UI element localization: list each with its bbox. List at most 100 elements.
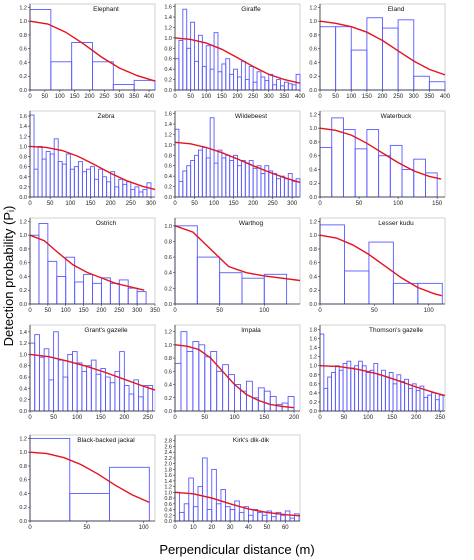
y-tick-label: 1.8	[164, 467, 172, 473]
x-tick-label: 100	[346, 94, 357, 100]
x-tick-label: 20	[208, 525, 215, 531]
y-tick-label: 1.2	[164, 25, 172, 31]
y-tick-label: 0.0	[19, 519, 27, 525]
chart-title: Elephant	[93, 6, 119, 13]
chart-title: Wildebeest	[235, 113, 267, 120]
y-tick-label: 0.0	[309, 195, 317, 201]
x-tick-label: 150	[217, 94, 228, 100]
y-tick-label: 0.6	[19, 47, 27, 53]
x-tick-label: 150	[79, 308, 90, 314]
y-tick-label: 1.6	[19, 114, 27, 120]
y-tick-label: 0.8	[164, 153, 172, 159]
x-tick-label: 200	[96, 308, 107, 314]
x-tick-label: 50	[264, 525, 271, 531]
y-tick-label: 0.4	[19, 386, 27, 392]
fitted-curve	[29, 451, 150, 504]
y-tick-label: 1.0	[164, 490, 172, 496]
x-tick-label: 0	[173, 415, 177, 421]
x-tick-label: 50	[356, 201, 363, 207]
y-tick-label: 1.8	[309, 328, 317, 334]
y-tick-label: 0.2	[19, 288, 27, 294]
y-tick-label: 1.0	[164, 36, 172, 42]
y-tick-label: 2.2	[164, 456, 172, 462]
plot-frame	[29, 434, 156, 522]
y-tick-label: 0.4	[309, 167, 317, 173]
fitted-curve	[29, 353, 156, 391]
y-tick-label: 1.0	[164, 143, 172, 149]
y-tick-label: 1.2	[309, 112, 317, 118]
x-tick-label: 150	[259, 415, 270, 421]
y-tick-label: 0.4	[309, 391, 317, 397]
x-tick-label: 150	[387, 415, 398, 421]
y-tick-label: 0.2	[164, 185, 172, 191]
y-tick-label: 1.2	[309, 355, 317, 361]
y-tick-label: 0.2	[19, 74, 27, 80]
x-tick-label: 50	[216, 308, 223, 314]
chart-panel-12: 0.0 0.2 0.4 0.6 0.8 1.0 1.2 0 50 100 Black-backed …	[19, 434, 156, 531]
y-tick-label: 0.2	[19, 505, 27, 511]
y-tick-label: 0.4	[19, 274, 27, 280]
x-tick-label: 30	[227, 525, 234, 531]
fitted-curve	[29, 20, 156, 82]
x-tick-label: 250	[393, 94, 404, 100]
x-tick-label: 0	[28, 201, 32, 207]
x-tick-label: 350	[424, 94, 435, 100]
chart-panel-11: 0.0 0.2 0.4 0.6 0.8 1.0 1.2 1.4 1.6 1.8 0 50 100 150 2…	[309, 324, 446, 421]
chart-title: Black-backed jackal	[77, 437, 135, 444]
y-tick-label: 0.2	[19, 185, 27, 191]
y-tick-label: 0.0	[164, 409, 172, 415]
x-tick-label: 250	[435, 415, 446, 421]
y-tick-label: 1.0	[164, 343, 172, 349]
y-tick-label: 0.8	[164, 356, 172, 362]
plot-frame	[174, 324, 301, 412]
y-axis-label: Detection probability (Pᵢ)	[1, 205, 16, 347]
y-tick-label: 1.0	[309, 19, 317, 25]
x-tick-label: 150	[85, 201, 96, 207]
chart-panel-3: 0.0 0.2 0.4 0.6 0.8 1.0 1.2 1.4 1.6 0 50 100 150 200 2…	[19, 110, 157, 207]
y-tick-label: 1.4	[164, 122, 172, 128]
chart-title: Zebra	[98, 113, 115, 120]
x-tick-label: 0	[318, 201, 322, 207]
y-tick-label: 0.4	[164, 508, 172, 514]
y-tick-label: 1.2	[19, 5, 27, 11]
fitted-curve	[29, 145, 156, 191]
y-tick-label: 1.0	[19, 19, 27, 25]
y-tick-label: 0.0	[19, 302, 27, 308]
fitted-curve	[174, 225, 301, 282]
x-tick-label: 200	[119, 415, 130, 421]
fitted-curve	[174, 141, 301, 184]
fitted-curve	[174, 37, 301, 84]
y-tick-label: 0.6	[164, 255, 172, 261]
x-tick-label: 200	[248, 201, 259, 207]
y-tick-label: 2.8	[164, 439, 172, 445]
x-tick-label: 200	[289, 415, 300, 421]
x-tick-label: 150	[362, 94, 373, 100]
x-tick-label: 150	[70, 94, 81, 100]
y-tick-label: 1.6	[164, 473, 172, 479]
x-tick-label: 0	[318, 94, 322, 100]
chart-title: Waterbuck	[381, 113, 413, 120]
x-tick-label: 0	[28, 415, 32, 421]
y-tick-label: 0.6	[309, 261, 317, 267]
plot-frame	[319, 324, 446, 412]
x-tick-label: 0	[28, 525, 32, 531]
chart-panel-2: 0.0 0.2 0.4 0.6 0.8 1.0 1.2 0 50 100 150 200 250 300 3…	[309, 3, 451, 100]
y-tick-label: 0.0	[309, 88, 317, 94]
chart-title: Grant's gazelle	[84, 327, 128, 334]
y-tick-label: 0.2	[164, 286, 172, 292]
y-tick-label: 0.4	[309, 60, 317, 66]
chart-title: Impala	[241, 327, 261, 334]
y-tick-label: 0.8	[164, 46, 172, 52]
y-tick-label: 0.0	[164, 302, 172, 308]
y-tick-label: 0.8	[309, 33, 317, 39]
x-tick-label: 50	[371, 308, 378, 314]
x-tick-label: 250	[268, 201, 279, 207]
chart-title: Thomson's gazelle	[369, 327, 423, 334]
y-tick-label: 2.6	[164, 444, 172, 450]
x-tick-label: 250	[126, 201, 137, 207]
x-tick-label: 0	[28, 308, 32, 314]
y-tick-label: 0.8	[164, 239, 172, 245]
x-tick-label: 350	[150, 308, 161, 314]
fitted-curve	[319, 234, 442, 297]
